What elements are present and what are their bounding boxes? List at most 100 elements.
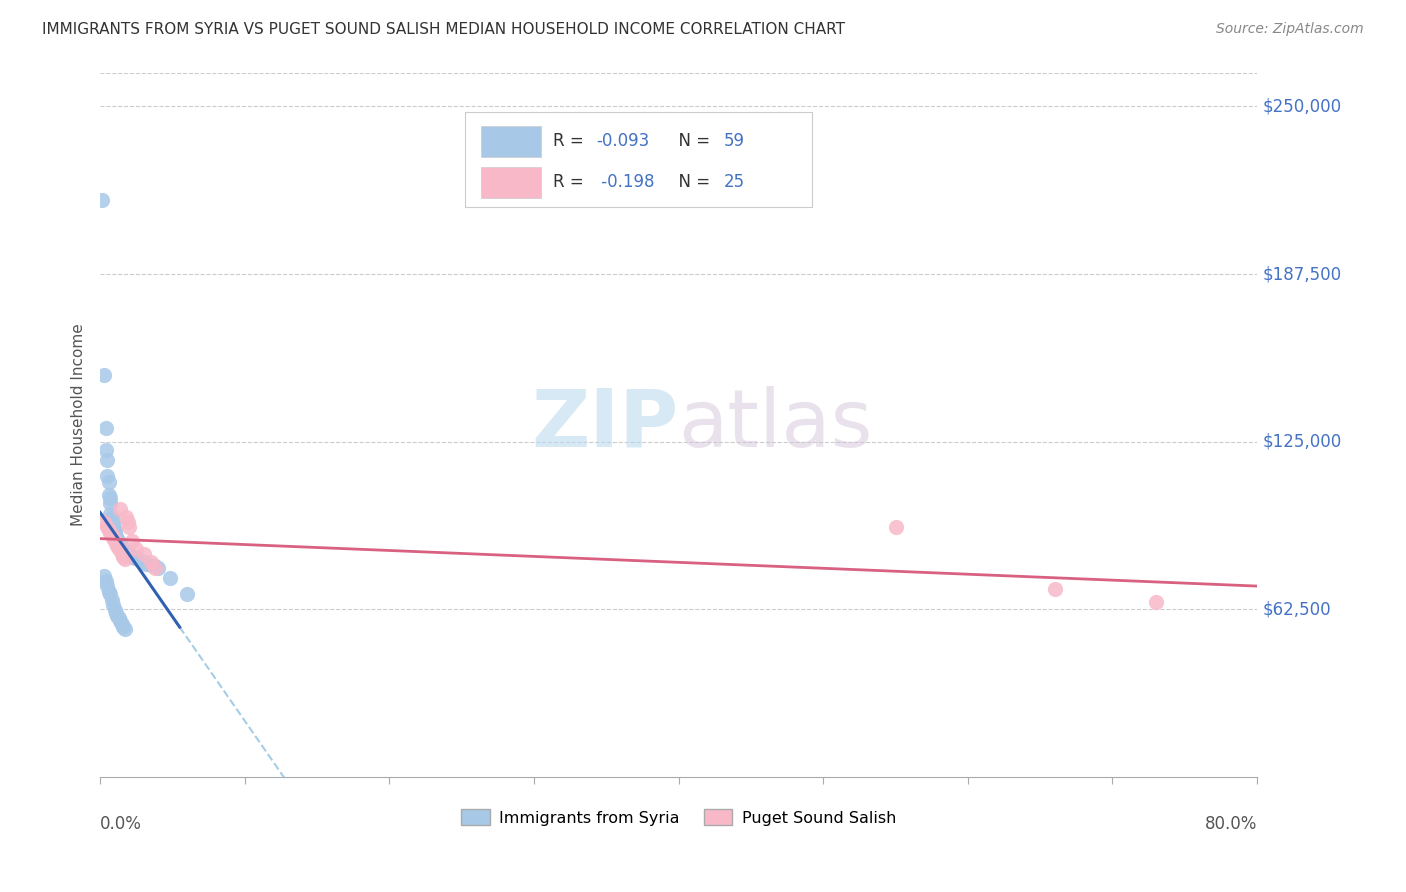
Point <box>132 555 155 569</box>
Point <box>114 622 136 636</box>
Point <box>115 544 138 558</box>
Point <box>98 496 121 510</box>
Point <box>132 547 155 561</box>
Point <box>93 568 115 582</box>
Point <box>111 616 134 631</box>
Point <box>110 536 132 550</box>
Point <box>121 549 143 564</box>
Point <box>135 557 157 571</box>
Point <box>100 592 122 607</box>
Point <box>98 491 121 505</box>
Point <box>120 549 142 563</box>
Y-axis label: Median Household Income: Median Household Income <box>72 324 86 526</box>
Text: $125,000: $125,000 <box>1263 433 1343 450</box>
Point <box>127 552 149 566</box>
Point <box>94 442 117 457</box>
Text: IMMIGRANTS FROM SYRIA VS PUGET SOUND SALISH MEDIAN HOUSEHOLD INCOME CORRELATION : IMMIGRANTS FROM SYRIA VS PUGET SOUND SAL… <box>42 22 845 37</box>
Point <box>101 515 124 529</box>
Text: N =: N = <box>668 173 716 191</box>
Point <box>94 574 117 588</box>
Point <box>98 507 121 521</box>
Point <box>159 571 181 585</box>
Point <box>1144 595 1167 609</box>
Point <box>112 619 135 633</box>
Text: Source: ZipAtlas.com: Source: ZipAtlas.com <box>1216 22 1364 37</box>
Text: ZIP: ZIP <box>531 386 679 464</box>
Text: R =: R = <box>553 132 589 150</box>
Point <box>125 541 148 556</box>
Point <box>129 554 152 568</box>
Point <box>143 560 166 574</box>
Point <box>1043 582 1066 596</box>
FancyBboxPatch shape <box>481 167 541 197</box>
Point <box>111 541 134 555</box>
Point <box>118 520 141 534</box>
Point <box>108 535 131 549</box>
Text: 25: 25 <box>724 173 745 191</box>
Point <box>143 559 166 574</box>
Point <box>93 368 115 382</box>
Text: atlas: atlas <box>679 386 873 464</box>
Point <box>139 558 162 572</box>
Point <box>100 509 122 524</box>
Point <box>117 546 139 560</box>
Point <box>96 520 118 534</box>
Point <box>97 475 120 489</box>
Point <box>114 552 136 566</box>
Point <box>114 543 136 558</box>
Point <box>115 509 138 524</box>
Point <box>101 517 124 532</box>
FancyBboxPatch shape <box>464 112 811 207</box>
Point <box>111 547 134 561</box>
Point <box>107 533 129 547</box>
Point <box>107 608 129 623</box>
Text: N =: N = <box>668 132 716 150</box>
Point <box>124 551 146 566</box>
Point <box>100 528 122 542</box>
Point <box>110 614 132 628</box>
Point <box>117 515 139 529</box>
Point <box>105 530 128 544</box>
Point <box>104 603 127 617</box>
Text: $187,500: $187,500 <box>1263 265 1341 283</box>
Point <box>96 453 118 467</box>
Point <box>112 549 135 564</box>
Point <box>107 539 129 553</box>
Point <box>118 547 141 561</box>
Point <box>139 555 162 569</box>
Point <box>98 587 121 601</box>
Point <box>104 525 127 540</box>
FancyBboxPatch shape <box>481 126 541 157</box>
Point <box>884 520 907 534</box>
Point <box>101 531 124 545</box>
Point <box>104 523 127 537</box>
Point <box>90 194 112 208</box>
Point <box>110 539 132 553</box>
Text: $62,500: $62,500 <box>1263 600 1331 618</box>
Text: 0.0%: 0.0% <box>100 815 142 833</box>
Point <box>176 587 198 601</box>
Point <box>97 584 120 599</box>
Point <box>105 531 128 545</box>
Point <box>97 488 120 502</box>
Point <box>108 541 131 556</box>
Text: -0.093: -0.093 <box>596 132 650 150</box>
Point <box>97 523 120 537</box>
Text: -0.198: -0.198 <box>596 173 655 191</box>
Point <box>94 421 117 435</box>
Point <box>121 533 143 548</box>
Point <box>98 525 121 540</box>
Point <box>100 512 122 526</box>
Point <box>105 606 128 620</box>
Point <box>96 579 118 593</box>
Point <box>93 515 115 529</box>
Point <box>104 533 127 548</box>
Point <box>112 541 135 556</box>
Legend: Immigrants from Syria, Puget Sound Salish: Immigrants from Syria, Puget Sound Salis… <box>454 803 903 832</box>
Point <box>101 520 124 534</box>
Text: $250,000: $250,000 <box>1263 97 1341 115</box>
Point <box>146 560 169 574</box>
Point <box>105 536 128 550</box>
Text: R =: R = <box>553 173 589 191</box>
Text: 80.0%: 80.0% <box>1205 815 1257 833</box>
